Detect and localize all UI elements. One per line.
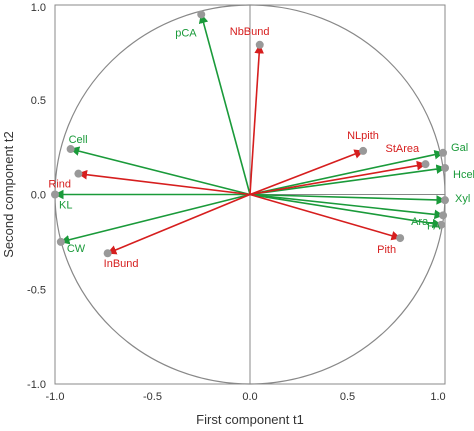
variable-point-ara <box>437 220 446 229</box>
loading-arrow-ara <box>249 193 443 229</box>
variable-label: pCA <box>175 27 197 39</box>
variable-point-gal <box>439 148 448 157</box>
variable-label: Hcel <box>453 169 474 181</box>
y-tick-label: -0.5 <box>27 284 46 296</box>
x-tick-label: 0.5 <box>340 391 355 403</box>
loading-arrow-pith <box>249 193 402 241</box>
loading-arrow-hcel <box>249 164 446 196</box>
variable-label: KL <box>59 200 72 212</box>
loading-arrow-starea <box>249 160 427 196</box>
variable-point-nlpith <box>359 146 368 155</box>
variable-point-kl <box>51 190 59 199</box>
variable-point-cell <box>66 145 75 154</box>
variable-point-xyl <box>441 196 449 205</box>
y-tick-label: 1.0 <box>31 2 46 14</box>
x-tick-label: 1.0 <box>430 391 445 403</box>
x-tick-label: 0.0 <box>242 391 257 403</box>
variable-point-starea <box>421 160 430 169</box>
variable-point-inbund <box>103 249 112 258</box>
variable-point-pca <box>197 10 206 19</box>
variable-point-nbbund <box>255 40 264 49</box>
x-tick-label: -1.0 <box>46 391 65 403</box>
variable-label: Ara <box>411 216 429 228</box>
y-axis-title: Second component t2 <box>1 131 16 257</box>
variable-label: NLpith <box>347 130 379 142</box>
variable-point-hcel <box>441 163 449 172</box>
loading-arrow-pca <box>198 13 251 195</box>
loading-arrow-rind <box>77 169 251 196</box>
variable-point-rind <box>74 169 83 178</box>
y-tick-label: -1.0 <box>27 379 46 391</box>
variable-point-pith <box>396 234 405 243</box>
loading-arrow-gal <box>249 149 444 196</box>
variable-point-fa <box>439 211 448 220</box>
variable-label: Xyl <box>455 193 470 205</box>
loading-arrow-cell <box>69 146 251 196</box>
variable-label: Cell <box>69 134 88 146</box>
loading-arrow-inbund <box>106 193 251 255</box>
loading-arrow-cw <box>59 193 251 245</box>
variable-label: Rind <box>48 179 71 191</box>
y-tick-label: 0.5 <box>31 95 46 107</box>
loading-arrow-nbbund <box>249 43 264 195</box>
variable-label: NbBund <box>230 26 270 38</box>
y-tick-label: 0.0 <box>31 190 46 202</box>
variable-label: Pith <box>377 244 396 256</box>
loading-arrow-nlpith <box>249 149 364 196</box>
variable-label: Gal <box>451 142 468 154</box>
x-axis-title: First component t1 <box>196 412 304 427</box>
x-tick-label: -0.5 <box>143 391 162 403</box>
variable-label: CW <box>67 243 86 255</box>
variable-label: InBund <box>104 258 139 270</box>
loading-arrow-xyl <box>249 193 446 205</box>
variable-label: StArea <box>386 143 421 155</box>
variable-label: FA <box>427 220 441 232</box>
loading-arrow-fa <box>249 193 445 220</box>
variable-point-cw <box>56 237 65 246</box>
